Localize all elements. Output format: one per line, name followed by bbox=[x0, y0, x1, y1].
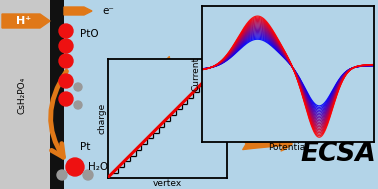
X-axis label: vertex: vertex bbox=[153, 179, 182, 188]
Bar bbox=[50, 0, 64, 189]
Circle shape bbox=[83, 170, 93, 180]
Text: ECSA: ECSA bbox=[300, 141, 376, 167]
Text: e⁻: e⁻ bbox=[102, 6, 114, 16]
Circle shape bbox=[59, 92, 73, 106]
Circle shape bbox=[59, 74, 73, 88]
FancyArrow shape bbox=[64, 7, 92, 15]
X-axis label: Potential: Potential bbox=[268, 143, 308, 152]
Text: CsH₂PO₄: CsH₂PO₄ bbox=[17, 76, 26, 114]
Y-axis label: Current: Current bbox=[192, 57, 201, 91]
Circle shape bbox=[74, 101, 82, 109]
Circle shape bbox=[74, 83, 82, 91]
Text: Pt: Pt bbox=[80, 142, 90, 152]
Circle shape bbox=[59, 39, 73, 53]
Circle shape bbox=[59, 24, 73, 38]
Circle shape bbox=[59, 54, 73, 68]
Text: PtO: PtO bbox=[80, 29, 99, 39]
Circle shape bbox=[66, 158, 84, 176]
FancyArrow shape bbox=[2, 14, 50, 28]
Circle shape bbox=[57, 170, 67, 180]
Bar bbox=[0, 0, 62, 189]
Text: H₂O: H₂O bbox=[88, 162, 108, 172]
Y-axis label: charge: charge bbox=[98, 102, 106, 134]
Text: H⁺: H⁺ bbox=[16, 16, 31, 26]
